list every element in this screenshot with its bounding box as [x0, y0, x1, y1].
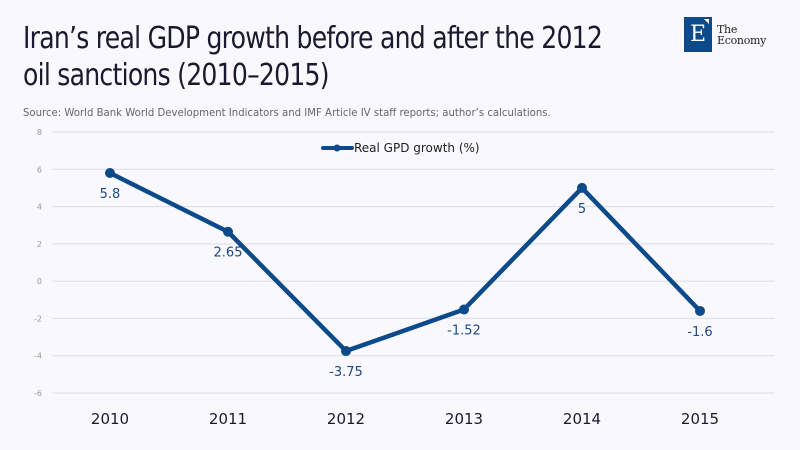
data-label: 5 [578, 202, 586, 217]
x-tick-label: 2015 [681, 410, 719, 428]
data-label: -3.75 [329, 365, 363, 380]
x-tick-label: 2014 [563, 410, 601, 428]
series-line [107, 170, 703, 354]
x-tick-label: 2010 [91, 410, 129, 428]
y-tick-label: 0 [37, 277, 42, 286]
chart-title: Iran’s real GDP growth before and after … [23, 21, 603, 93]
data-label: 5.8 [100, 187, 121, 202]
x-axis-ticks: 2010 2011 2012 2013 2014 2015 [91, 410, 719, 428]
y-tick-label: -2 [34, 314, 42, 323]
legend-marker [333, 144, 341, 152]
source-note: Source: World Bank World Development Ind… [23, 106, 551, 119]
data-point [459, 304, 469, 315]
series-real-gdp-growth: 5.8 2.65 -3.75 -1.52 5 -1.6 [100, 168, 713, 380]
gridlines [52, 131, 775, 394]
legend: Real GPD growth (%) [321, 141, 480, 155]
logo-line-2: Economy [717, 33, 767, 47]
data-point [105, 168, 115, 179]
y-axis-ticks: 8 6 4 2 0 -2 -4 -6 [34, 128, 42, 398]
y-tick-label: -6 [34, 389, 42, 398]
data-point [695, 305, 705, 316]
data-label: -1.6 [687, 325, 712, 340]
data-point [223, 226, 233, 237]
x-tick-label: 2011 [209, 410, 247, 428]
legend-label: Real GPD growth (%) [354, 141, 480, 155]
data-label: 2.65 [214, 246, 243, 261]
y-tick-label: 2 [37, 240, 42, 249]
y-tick-label: 4 [37, 203, 42, 212]
y-tick-label: -4 [34, 352, 42, 361]
data-point [341, 346, 351, 357]
x-tick-label: 2013 [445, 410, 483, 428]
y-tick-label: 8 [37, 128, 42, 137]
data-point [577, 182, 587, 193]
y-tick-label: 6 [37, 165, 42, 174]
logo-letter: E [689, 22, 707, 47]
data-label: -1.52 [447, 323, 481, 338]
logo-wordmark: The Economy [717, 24, 766, 46]
x-tick-label: 2012 [327, 410, 365, 428]
the-economy-logo: E The Economy [684, 17, 766, 52]
logo-line-1: The [717, 22, 738, 36]
logo-mark-icon: E [684, 17, 712, 52]
